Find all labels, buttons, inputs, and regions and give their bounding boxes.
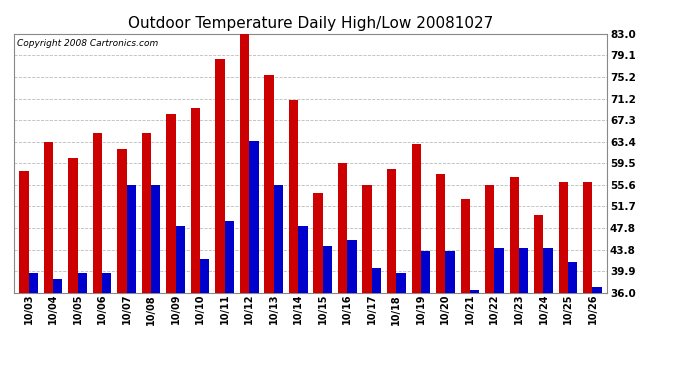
Bar xyxy=(102,273,111,292)
Bar xyxy=(593,287,602,292)
Bar xyxy=(559,182,568,292)
Bar xyxy=(215,58,225,292)
Bar xyxy=(19,171,28,292)
Bar xyxy=(347,240,357,292)
Bar xyxy=(53,279,62,292)
Bar xyxy=(495,249,504,292)
Bar xyxy=(313,194,323,292)
Bar xyxy=(485,185,495,292)
Bar xyxy=(445,251,455,292)
Bar xyxy=(470,290,479,292)
Bar xyxy=(583,182,593,292)
Bar xyxy=(289,100,298,292)
Bar xyxy=(274,185,283,292)
Bar xyxy=(77,273,87,292)
Bar xyxy=(151,185,161,292)
Text: Copyright 2008 Cartronics.com: Copyright 2008 Cartronics.com xyxy=(17,39,158,48)
Bar xyxy=(240,34,249,292)
Bar xyxy=(519,249,529,292)
Bar xyxy=(117,149,126,292)
Bar xyxy=(176,226,185,292)
Bar xyxy=(568,262,578,292)
Bar xyxy=(372,268,381,292)
Bar xyxy=(411,144,421,292)
Bar xyxy=(200,260,210,292)
Bar xyxy=(249,141,259,292)
Bar xyxy=(534,215,544,292)
Bar xyxy=(323,246,332,292)
Bar xyxy=(142,133,151,292)
Bar xyxy=(460,199,470,292)
Bar xyxy=(387,169,396,292)
Bar xyxy=(436,174,445,292)
Bar xyxy=(68,158,77,292)
Bar xyxy=(396,273,406,292)
Bar xyxy=(28,273,38,292)
Title: Outdoor Temperature Daily High/Low 20081027: Outdoor Temperature Daily High/Low 20081… xyxy=(128,16,493,31)
Bar xyxy=(544,249,553,292)
Bar xyxy=(191,108,200,292)
Bar xyxy=(421,251,430,292)
Bar xyxy=(43,142,53,292)
Bar xyxy=(338,163,347,292)
Bar xyxy=(225,221,234,292)
Bar xyxy=(510,177,519,292)
Bar xyxy=(264,75,274,292)
Bar xyxy=(362,185,372,292)
Bar xyxy=(298,226,308,292)
Bar xyxy=(166,114,176,292)
Bar xyxy=(92,133,102,292)
Bar xyxy=(126,185,136,292)
